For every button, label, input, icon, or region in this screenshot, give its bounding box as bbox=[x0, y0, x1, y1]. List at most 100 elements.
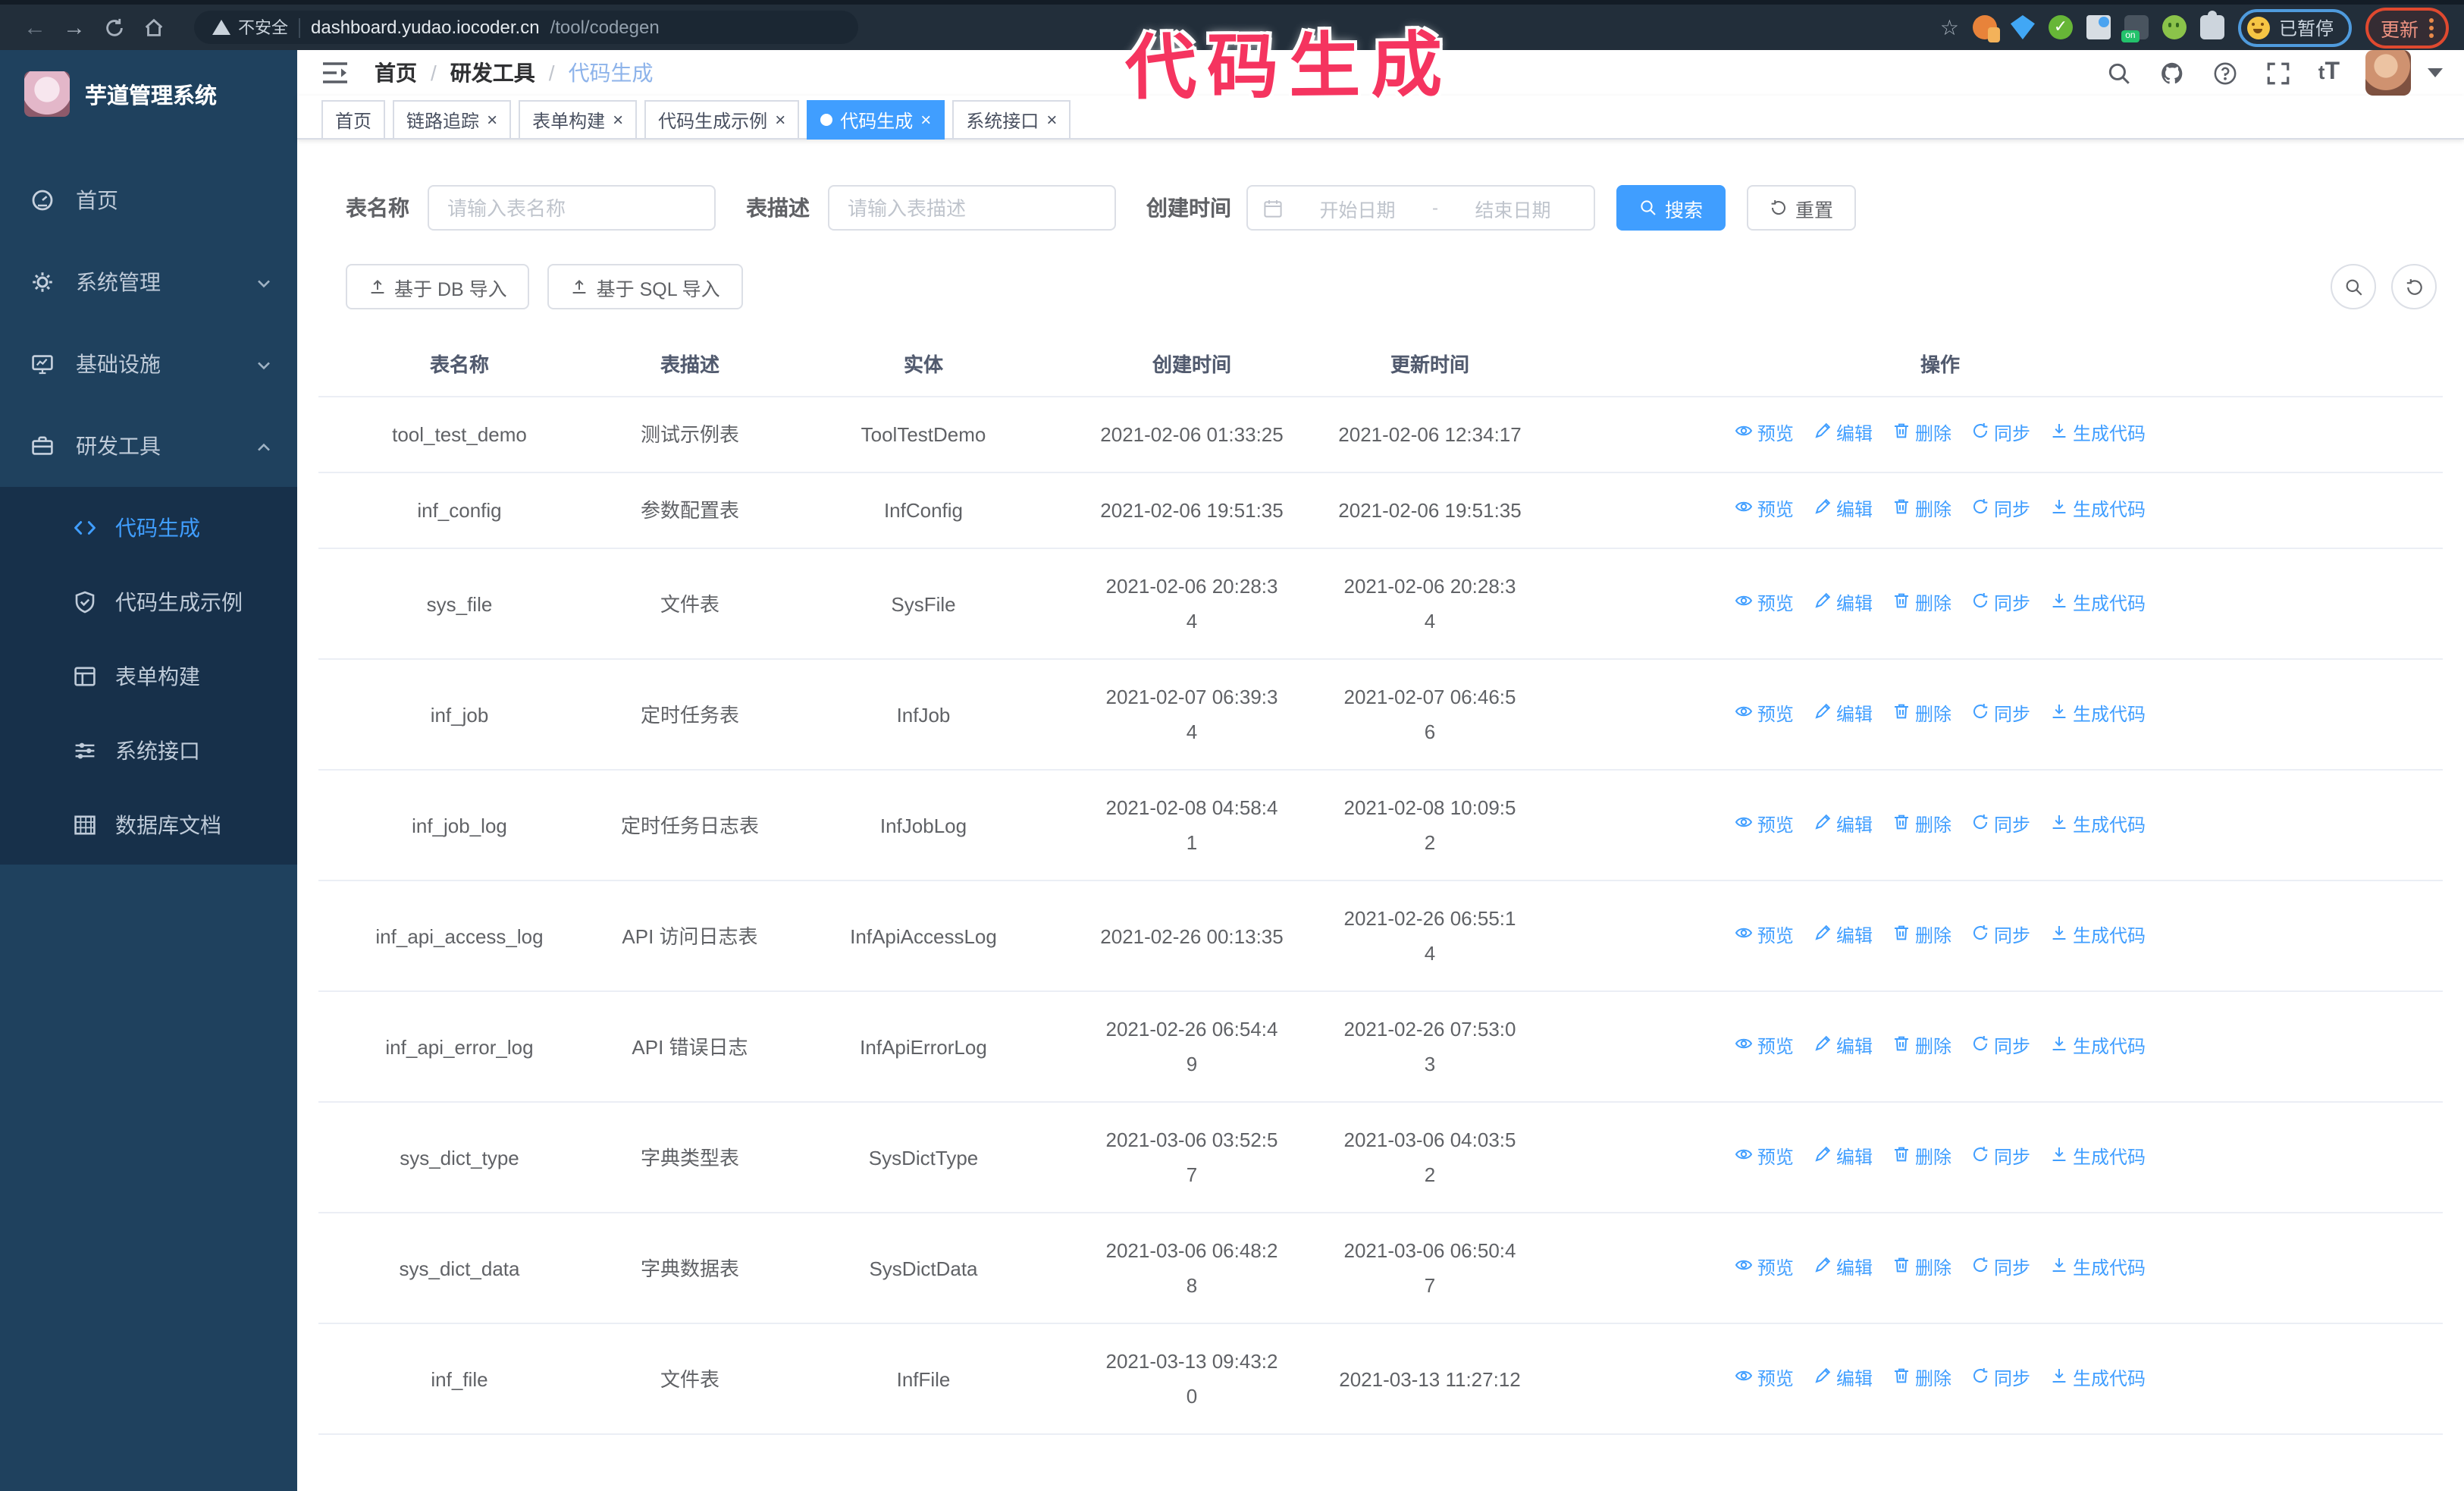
browser-home-icon[interactable] bbox=[133, 8, 173, 47]
sidebar-subitem-4[interactable]: 数据库文档 bbox=[0, 787, 297, 862]
refresh-table-button[interactable] bbox=[2391, 264, 2437, 309]
search-icon[interactable] bbox=[2106, 59, 2133, 86]
date-range-picker[interactable]: 开始日期 - 结束日期 bbox=[1246, 185, 1595, 231]
action-3[interactable]: 同步 bbox=[1971, 1029, 2030, 1064]
action-1[interactable]: 编辑 bbox=[1814, 1029, 1873, 1064]
action-2[interactable]: 删除 bbox=[1892, 1140, 1951, 1175]
action-3[interactable]: 同步 bbox=[1971, 1140, 2030, 1175]
action-4[interactable]: 生成代码 bbox=[2050, 586, 2146, 621]
browser-back-icon[interactable]: ← bbox=[24, 14, 46, 40]
action-3[interactable]: 同步 bbox=[1971, 1361, 2030, 1396]
action-3[interactable]: 同步 bbox=[1971, 586, 2030, 621]
github-icon[interactable] bbox=[2159, 59, 2187, 86]
tab-3[interactable]: 代码生成示例 × bbox=[644, 100, 800, 140]
action-0[interactable]: 预览 bbox=[1735, 1140, 1794, 1175]
action-1[interactable]: 编辑 bbox=[1814, 493, 1873, 528]
help-icon[interactable] bbox=[2212, 59, 2240, 86]
tab-1[interactable]: 链路追踪 × bbox=[393, 100, 512, 140]
extension-icon-1[interactable] bbox=[1972, 15, 2000, 42]
text-size-icon[interactable]: tT bbox=[2318, 59, 2340, 85]
tab-2[interactable]: 表单构建 × bbox=[519, 100, 638, 140]
sidebar-subitem-1[interactable]: 代码生成示例 bbox=[0, 564, 297, 639]
profile-paused-badge[interactable]: 已暂停 bbox=[2237, 8, 2352, 46]
action-1[interactable]: 编辑 bbox=[1814, 586, 1873, 621]
action-1[interactable]: 编辑 bbox=[1814, 1140, 1873, 1175]
action-2[interactable]: 删除 bbox=[1892, 417, 1951, 452]
sidebar-item-3[interactable]: 研发工具 bbox=[0, 405, 297, 487]
close-icon[interactable]: × bbox=[613, 109, 624, 130]
action-0[interactable]: 预览 bbox=[1735, 493, 1794, 528]
browser-forward-icon[interactable]: → bbox=[63, 14, 86, 40]
action-1[interactable]: 编辑 bbox=[1814, 918, 1873, 953]
security-warning[interactable]: 不安全 bbox=[212, 15, 288, 39]
action-1[interactable]: 编辑 bbox=[1814, 697, 1873, 732]
action-2[interactable]: 删除 bbox=[1892, 1029, 1951, 1064]
sidebar-subitem-0[interactable]: 代码生成 bbox=[0, 490, 297, 564]
action-4[interactable]: 生成代码 bbox=[2050, 493, 2146, 528]
close-icon[interactable]: × bbox=[775, 109, 786, 130]
bookmark-star-icon[interactable]: ☆ bbox=[1939, 14, 1959, 39]
extension-icon-4[interactable] bbox=[2086, 15, 2111, 39]
action-0[interactable]: 预览 bbox=[1735, 808, 1794, 843]
chrome-update-button[interactable]: 更新 bbox=[2365, 7, 2449, 48]
user-avatar[interactable] bbox=[2365, 50, 2411, 96]
sidebar-subitem-3[interactable]: 系统接口 bbox=[0, 713, 297, 787]
extension-icon-5[interactable]: on bbox=[2121, 15, 2149, 42]
action-4[interactable]: 生成代码 bbox=[2050, 808, 2146, 843]
action-3[interactable]: 同步 bbox=[1971, 918, 2030, 953]
reset-button[interactable]: 重置 bbox=[1747, 185, 1857, 231]
action-0[interactable]: 预览 bbox=[1735, 918, 1794, 953]
extensions-puzzle-icon[interactable] bbox=[2199, 11, 2224, 39]
sidebar-item-0[interactable]: 首页 bbox=[0, 159, 297, 241]
action-2[interactable]: 删除 bbox=[1892, 586, 1951, 621]
close-icon[interactable]: × bbox=[920, 109, 932, 130]
chevron-down-icon[interactable] bbox=[2428, 68, 2443, 77]
address-bar[interactable]: 不安全 dashboard.yudao.iocoder.cn/tool/code… bbox=[194, 11, 858, 44]
kebab-menu-icon[interactable] bbox=[2429, 17, 2434, 37]
toggle-search-button[interactable] bbox=[2331, 264, 2376, 309]
action-0[interactable]: 预览 bbox=[1735, 417, 1794, 452]
action-3[interactable]: 同步 bbox=[1971, 493, 2030, 528]
import-sql-button[interactable]: 基于 SQL 导入 bbox=[547, 264, 743, 309]
action-4[interactable]: 生成代码 bbox=[2050, 918, 2146, 953]
action-4[interactable]: 生成代码 bbox=[2050, 1251, 2146, 1285]
sidebar-toggle-icon[interactable] bbox=[320, 58, 350, 88]
action-0[interactable]: 预览 bbox=[1735, 1251, 1794, 1285]
action-1[interactable]: 编辑 bbox=[1814, 417, 1873, 452]
action-3[interactable]: 同步 bbox=[1971, 417, 2030, 452]
action-0[interactable]: 预览 bbox=[1735, 697, 1794, 732]
action-2[interactable]: 删除 bbox=[1892, 808, 1951, 843]
sidebar-item-2[interactable]: 基础设施 bbox=[0, 323, 297, 405]
action-3[interactable]: 同步 bbox=[1971, 1251, 2030, 1285]
import-db-button[interactable]: 基于 DB 导入 bbox=[346, 264, 530, 309]
extension-icon-3[interactable]: ✓ bbox=[2048, 15, 2073, 39]
extension-icon-6[interactable] bbox=[2161, 15, 2187, 39]
action-2[interactable]: 删除 bbox=[1892, 493, 1951, 528]
action-1[interactable]: 编辑 bbox=[1814, 1251, 1873, 1285]
action-4[interactable]: 生成代码 bbox=[2050, 417, 2146, 452]
action-4[interactable]: 生成代码 bbox=[2050, 1029, 2146, 1064]
sidebar-item-1[interactable]: 系统管理 bbox=[0, 241, 297, 323]
action-1[interactable]: 编辑 bbox=[1814, 1361, 1873, 1396]
fullscreen-icon[interactable] bbox=[2265, 59, 2293, 86]
action-2[interactable]: 删除 bbox=[1892, 918, 1951, 953]
app-logo[interactable]: 芋道管理系统 bbox=[0, 50, 297, 138]
table-name-input[interactable] bbox=[428, 185, 716, 231]
action-0[interactable]: 预览 bbox=[1735, 1361, 1794, 1396]
end-date-placeholder[interactable]: 结束日期 bbox=[1475, 199, 1551, 221]
breadcrumb-item-0[interactable]: 首页 bbox=[375, 61, 417, 85]
action-3[interactable]: 同步 bbox=[1971, 697, 2030, 732]
sidebar-subitem-2[interactable]: 表单构建 bbox=[0, 639, 297, 713]
close-icon[interactable]: × bbox=[487, 109, 498, 130]
breadcrumb-item-1[interactable]: 研发工具 bbox=[450, 61, 535, 85]
action-1[interactable]: 编辑 bbox=[1814, 808, 1873, 843]
action-3[interactable]: 同步 bbox=[1971, 808, 2030, 843]
browser-reload-icon[interactable] bbox=[94, 8, 133, 47]
tab-0[interactable]: 首页 bbox=[321, 100, 386, 140]
action-0[interactable]: 预览 bbox=[1735, 586, 1794, 621]
action-4[interactable]: 生成代码 bbox=[2050, 1140, 2146, 1175]
tab-4[interactable]: 代码生成 × bbox=[807, 100, 945, 140]
action-4[interactable]: 生成代码 bbox=[2050, 1361, 2146, 1396]
table-desc-input[interactable] bbox=[828, 185, 1116, 231]
action-2[interactable]: 删除 bbox=[1892, 1251, 1951, 1285]
